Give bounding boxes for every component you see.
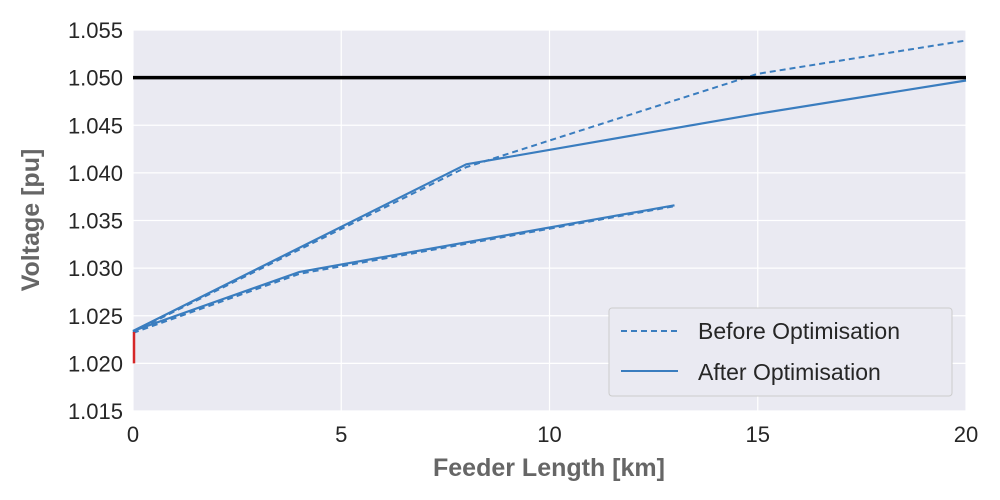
series-line-before-optimisation bbox=[132, 205, 675, 334]
y-axis-title: Voltage [pu] bbox=[17, 149, 45, 292]
x-axis-title: Feeder Length [km] bbox=[433, 454, 665, 482]
x-tick-label: 5 bbox=[335, 422, 347, 447]
legend-label-after: After Optimisation bbox=[698, 359, 881, 385]
series-line-after-optimisation bbox=[132, 79, 967, 332]
y-tick-label: 1.035 bbox=[68, 209, 123, 234]
series-group bbox=[132, 39, 967, 364]
y-tick-label: 1.030 bbox=[68, 256, 123, 281]
x-tick-label: 10 bbox=[537, 422, 561, 447]
series-line-after-optimisation bbox=[132, 204, 675, 333]
y-tick-label: 1.045 bbox=[68, 113, 123, 138]
x-tick-label: 20 bbox=[954, 422, 978, 447]
series-line-before-optimisation bbox=[132, 39, 967, 333]
legend: Before Optimisation After Optimisation bbox=[608, 307, 953, 397]
tick-labels: 0 5 10 15 20 1.015 1.020 1.025 1.030 1.035 1.040 1.… bbox=[68, 18, 978, 447]
y-tick-label: 1.025 bbox=[68, 304, 123, 329]
y-tick-label: 1.050 bbox=[68, 66, 123, 91]
y-tick-label: 1.015 bbox=[68, 399, 123, 424]
y-tick-label: 1.020 bbox=[68, 351, 123, 376]
legend-label-before: Before Optimisation bbox=[698, 318, 900, 344]
y-tick-label: 1.055 bbox=[68, 18, 123, 43]
legend-box bbox=[608, 307, 953, 397]
x-tick-label: 15 bbox=[746, 422, 770, 447]
y-tick-label: 1.040 bbox=[68, 161, 123, 186]
x-tick-label: 0 bbox=[127, 422, 139, 447]
